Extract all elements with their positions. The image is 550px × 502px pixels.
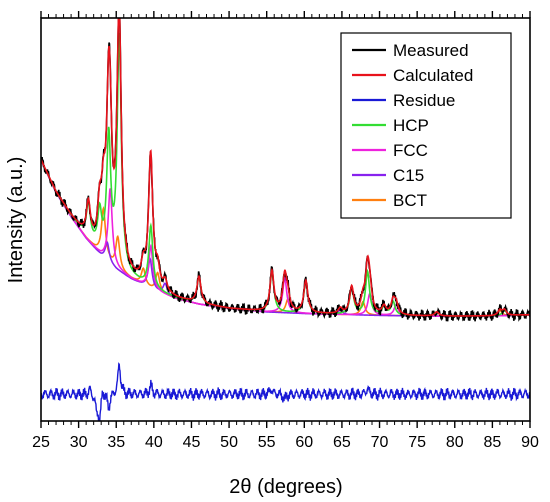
x-tick-label: 55: [258, 434, 276, 451]
x-axis-label: 2θ (degrees): [229, 476, 342, 498]
x-tick-label: 80: [446, 434, 464, 451]
x-tick-label: 70: [371, 434, 389, 451]
x-tick-label: 75: [408, 434, 426, 451]
x-tick-label: 45: [183, 434, 201, 451]
x-tick-label: 30: [70, 434, 88, 451]
legend-label-fcc: FCC: [393, 141, 428, 160]
legend-label-hcp: HCP: [393, 116, 429, 135]
legend-label-calculated: Calculated: [393, 66, 473, 85]
legend-items: Measured Calculated Residue HCP FCC C15 BCT: [352, 41, 473, 210]
legend-label-c15: C15: [393, 166, 424, 185]
x-tick-label: 50: [220, 434, 238, 451]
legend-label-residue: Residue: [393, 91, 455, 110]
x-tick-label: 40: [145, 434, 163, 451]
series-line-residue: [41, 362, 530, 421]
x-tick-label: 60: [295, 434, 313, 451]
legend: Measured Calculated Residue HCP FCC C15 BCT: [340, 32, 512, 219]
y-axis-label: Intensity (a.u.): [5, 157, 27, 284]
x-tick-label: 65: [333, 434, 351, 451]
legend-label-measured: Measured: [393, 41, 469, 60]
plot-frame: [40, 17, 531, 422]
x-tick-label: 35: [107, 434, 125, 451]
series-layer: [41, 18, 530, 421]
x-tick-label: 25: [32, 434, 50, 451]
legend-label-bct: BCT: [393, 191, 427, 210]
x-tick-label: 90: [521, 434, 539, 451]
series-line-calculated: [41, 18, 530, 317]
x-axis-ticks: 25 30 35 40 45 50 55 60 65 70 75 80 85 90: [32, 11, 539, 451]
x-tick-label: 85: [483, 434, 501, 451]
